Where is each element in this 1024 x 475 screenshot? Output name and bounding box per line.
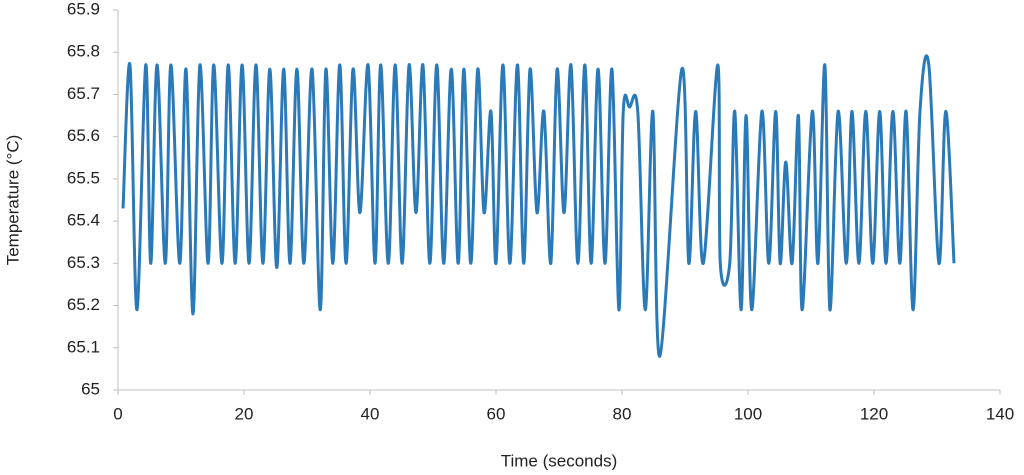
y-tick-label: 65.9 [67, 0, 100, 18]
y-tick-label: 65.7 [67, 84, 100, 103]
x-tick-label: 20 [235, 404, 254, 423]
y-tick-label: 65.2 [67, 295, 100, 314]
y-tick-label: 65.1 [67, 337, 100, 356]
x-tick-label: 80 [613, 404, 632, 423]
x-tick-label: 100 [734, 404, 762, 423]
y-tick-label: 65 [81, 379, 100, 398]
x-tick-label: 120 [860, 404, 888, 423]
y-tick-label: 65.3 [67, 253, 100, 272]
x-tick-label: 60 [487, 404, 506, 423]
y-tick-label: 65.6 [67, 126, 100, 145]
y-tick-label: 65.5 [67, 168, 100, 187]
data-line [121, 54, 956, 358]
y-tick-label: 65.4 [67, 211, 100, 230]
y-axis-title: Temperature (°C) [3, 135, 22, 266]
y-tick-label: 65.8 [67, 42, 100, 61]
x-tick-label: 0 [113, 404, 122, 423]
x-tick-label: 40 [361, 404, 380, 423]
x-tick-label: 140 [986, 404, 1014, 423]
x-axis-title: Time (seconds) [501, 451, 618, 470]
